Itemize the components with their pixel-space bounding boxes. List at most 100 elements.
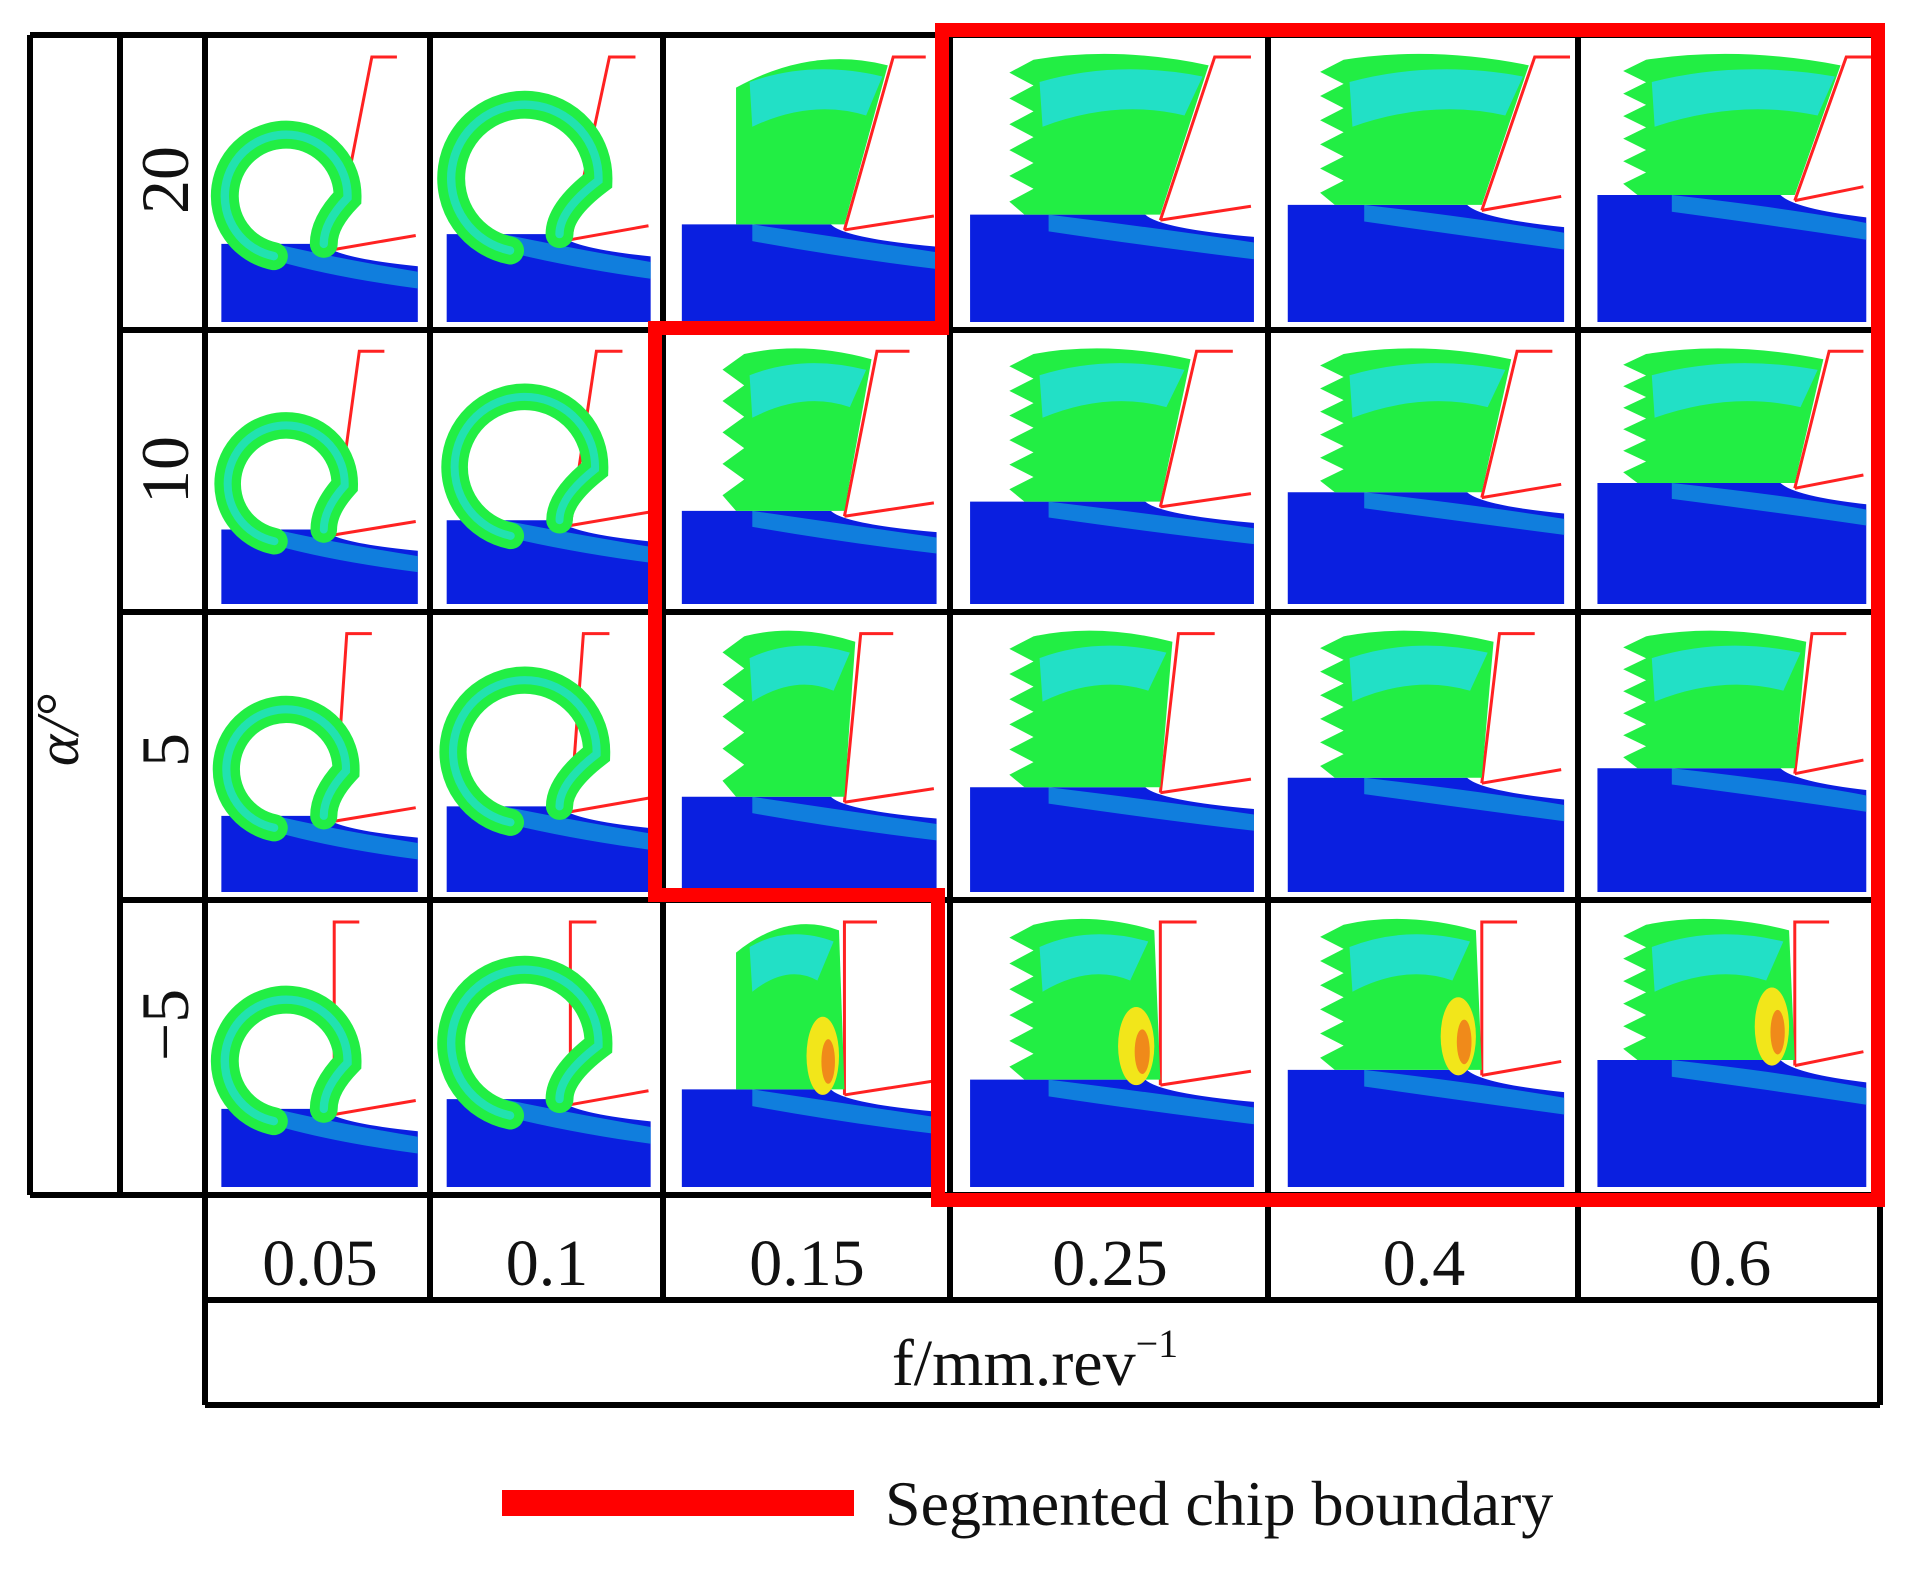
shear-zone	[1364, 492, 1565, 535]
shear-zone	[503, 1099, 651, 1144]
chip-band	[1651, 934, 1784, 992]
simulation-cells	[210, 53, 1881, 1187]
tool-flank	[1794, 473, 1864, 490]
segmented-chip-boundary	[648, 23, 1885, 1207]
feed-label: 0.1	[506, 1227, 589, 1300]
tool-flank	[1481, 768, 1562, 785]
simulation-cell	[210, 55, 418, 322]
simulation-cell	[214, 349, 418, 604]
simulation-cell	[212, 632, 418, 892]
chip-band	[1039, 69, 1203, 127]
tool-rake-face	[1158, 349, 1233, 508]
simulation-cell	[970, 918, 1254, 1187]
tool-flank	[570, 796, 649, 814]
chip-band	[749, 69, 883, 127]
simulation-cell	[1287, 348, 1565, 604]
tool-flank	[1160, 1069, 1252, 1087]
tool-rake-face	[568, 920, 597, 1105]
legend-label: Segmented chip boundary	[885, 1468, 1553, 1539]
tool-flank	[1160, 204, 1252, 222]
tool-flank	[844, 787, 935, 804]
shear-zone	[1048, 214, 1254, 260]
tool-flank	[333, 520, 416, 537]
tool-rake-face	[842, 920, 877, 1095]
tool-rake-face	[1480, 920, 1518, 1076]
chip-curl-core	[447, 965, 603, 1120]
tool-rake-face	[1158, 920, 1197, 1086]
simulation-cell	[1287, 53, 1570, 322]
shear-zone	[752, 224, 937, 269]
shear-zone	[1671, 768, 1867, 812]
tool-flank	[570, 510, 649, 528]
simulation-cell	[970, 348, 1254, 604]
feed-label: 0.25	[1052, 1227, 1168, 1300]
tool-flank	[1794, 1050, 1864, 1068]
heat-core	[1134, 1029, 1150, 1075]
simulation-cell	[681, 920, 937, 1187]
tool-flank	[1481, 194, 1562, 212]
tool-rake-face	[1158, 632, 1215, 793]
chip-band	[1039, 934, 1149, 992]
boundary-outline	[648, 23, 1885, 1207]
tool-flank	[844, 214, 935, 232]
simulation-cell	[681, 630, 937, 892]
tool-flank	[844, 501, 935, 518]
chip-band	[1651, 363, 1818, 418]
chip-band	[1651, 645, 1801, 702]
simulation-cell	[439, 632, 651, 892]
tool-flank	[1794, 185, 1864, 203]
chip-curl-core	[448, 676, 601, 827]
chip-band	[749, 645, 850, 702]
shear-zone	[275, 529, 418, 573]
rake-angle-label: 10	[127, 436, 203, 504]
shear-zone	[1671, 482, 1867, 526]
tool-rake-face	[1480, 55, 1570, 211]
chip-curl-core	[220, 130, 352, 261]
feed-label: 0.15	[749, 1227, 865, 1300]
feed-label: 0.05	[262, 1227, 378, 1300]
simulation-cell	[1597, 918, 1867, 1187]
heat-core	[1456, 1019, 1472, 1065]
shear-zone	[503, 520, 651, 563]
shear-zone	[275, 1108, 418, 1154]
tool-flank	[1481, 1059, 1562, 1077]
shear-zone	[752, 1089, 937, 1134]
simulation-cell	[970, 53, 1254, 322]
y-axis-label: α/°	[25, 694, 91, 766]
shear-zone	[1364, 777, 1565, 822]
chip-band	[1349, 645, 1488, 702]
shear-zone	[1048, 501, 1254, 545]
rake-angle-labels: 20 10 5 −5	[127, 146, 203, 1061]
shear-zone	[275, 243, 418, 289]
tool-flank	[333, 806, 416, 823]
chip-curl-core	[222, 705, 351, 832]
chip-curl-core	[447, 100, 603, 255]
tool-rake-face	[1793, 349, 1864, 489]
shear-zone	[752, 796, 937, 841]
chip-curl-core	[223, 421, 349, 546]
chip-band	[1349, 69, 1523, 127]
shear-zone	[1364, 204, 1565, 250]
simulation-cell	[437, 920, 651, 1187]
simulation-cell	[681, 55, 937, 322]
tool-rake-face	[1793, 920, 1830, 1066]
chip-band	[1349, 934, 1471, 992]
shear-zone	[1048, 787, 1254, 831]
tool-rake-face	[1793, 55, 1881, 202]
tool-rake-face	[568, 632, 610, 812]
tool-rake-face	[842, 55, 926, 231]
rake-angle-label: 20	[127, 146, 203, 214]
simulation-cell	[681, 348, 937, 604]
tool-rake-face	[1158, 55, 1251, 221]
simulation-cell	[1597, 348, 1867, 604]
chip-band	[1349, 363, 1506, 418]
simulation-cell	[1287, 918, 1565, 1187]
shear-zone	[1671, 1060, 1867, 1105]
simulation-cell	[210, 920, 418, 1187]
tool-rake-face	[842, 349, 910, 517]
tool-flank	[333, 1099, 416, 1116]
x-axis-label: f/mm.rev−1	[892, 1321, 1178, 1400]
legend: Segmented chip boundary	[502, 1468, 1553, 1539]
heat-core	[821, 1039, 835, 1084]
